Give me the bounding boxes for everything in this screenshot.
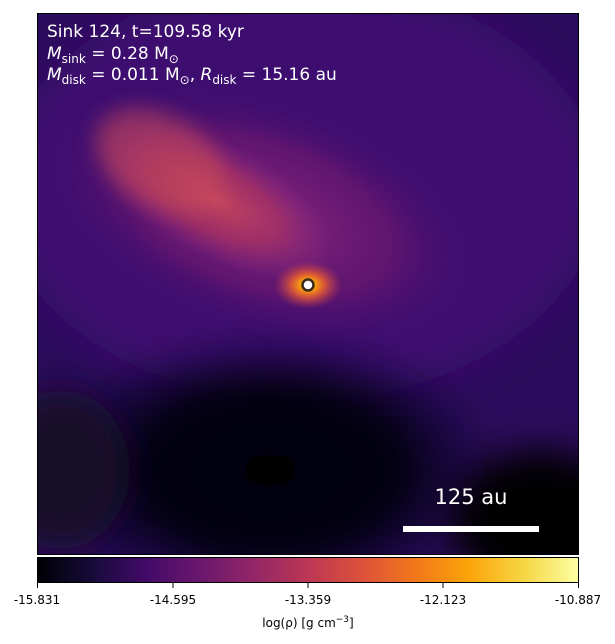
scale-bar-label: 125 au <box>435 485 508 509</box>
colorbar-tick-label: -12.123 <box>420 593 466 607</box>
panel-frame <box>37 13 579 555</box>
sink-marker <box>301 278 315 292</box>
colorbar-tick-label: -14.595 <box>150 593 196 607</box>
colorbar <box>37 557 579 583</box>
annotation-line-3: Mdisk = 0.011 M⊙, Rdisk = 15.16 au <box>47 65 337 87</box>
scale-bar <box>403 526 539 532</box>
left-dark-region <box>37 390 130 550</box>
colorbar-frame <box>37 557 579 583</box>
annotation-line-1: Sink 124, t=109.58 kyr <box>47 22 244 42</box>
colorbar-label: log(ρ) [g cm−3] <box>262 615 353 630</box>
density-map <box>37 13 579 555</box>
annotation-line-2: Msink = 0.28 M⊙ <box>47 44 179 66</box>
colorbar-tick-label: -15.831 <box>14 593 60 607</box>
colorbar-tick-label: -13.359 <box>285 593 331 607</box>
colorbar-tick-label: -10.887 <box>555 593 601 607</box>
filament-head <box>95 107 225 213</box>
colorbar-ticks <box>37 583 579 588</box>
low-density-void <box>40 330 500 555</box>
